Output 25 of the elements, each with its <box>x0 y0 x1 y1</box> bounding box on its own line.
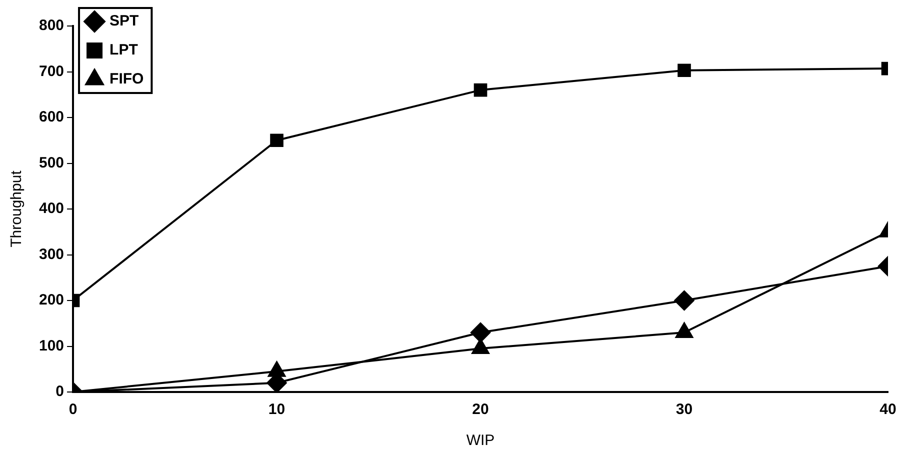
legend-label: FIFO <box>110 70 144 88</box>
y-axis-title: Throughput <box>8 170 26 248</box>
legend-label: LPT <box>110 42 138 59</box>
point <box>675 322 694 338</box>
y-tick-label: 200 <box>38 292 64 309</box>
x-axis-title: WIP <box>466 432 495 450</box>
legend-label: SPT <box>110 12 139 30</box>
point <box>270 134 284 148</box>
x-tick-label: 40 <box>880 401 896 418</box>
y-tick-label: 600 <box>38 108 64 126</box>
x-tick-label: 30 <box>676 401 693 418</box>
y-tick-label: 500 <box>38 154 64 172</box>
point <box>678 64 691 78</box>
y-tick-label: 400 <box>38 200 64 218</box>
y-tick-label: 700 <box>38 62 64 80</box>
x-tick-label: 10 <box>268 401 286 418</box>
point <box>674 290 694 310</box>
x-tick-label: 0 <box>68 401 78 418</box>
y-tick-label: 300 <box>38 246 64 263</box>
point <box>474 83 488 97</box>
y-tick-label: 0 <box>56 383 64 400</box>
x-tick-label: 20 <box>472 401 489 418</box>
y-tick-label: 800 <box>38 17 64 34</box>
point <box>470 322 491 343</box>
y-tick-label: 100 <box>38 337 64 354</box>
